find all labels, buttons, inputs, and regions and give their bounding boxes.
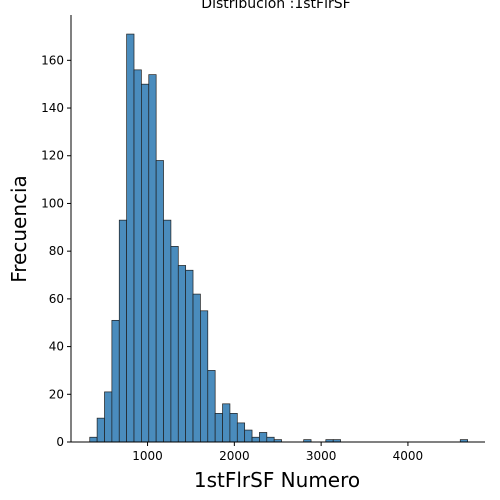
axes-group (70, 15, 485, 443)
histogram-bar (89, 436, 98, 443)
histogram-bar (96, 417, 105, 443)
histogram-bar (236, 422, 246, 443)
chart-title: Distribución :1stFlrSF (201, 0, 350, 12)
histogram-bar (251, 436, 260, 443)
y-tick-label: 20 (49, 387, 64, 401)
x-tick-label: 4000 (393, 449, 424, 463)
histogram-bar (104, 391, 113, 443)
y-tick-label: 120 (41, 149, 64, 163)
histogram-bar (229, 413, 238, 443)
y-tick-label: 80 (49, 244, 64, 258)
y-tick-label: 100 (41, 196, 64, 210)
y-tick-label: 40 (49, 340, 64, 354)
x-axis-title: 1stFlrSF Numero (194, 468, 360, 492)
histogram-bar (118, 219, 127, 443)
x-tick-label: 2000 (219, 449, 250, 463)
x-tick-label: 1000 (132, 449, 163, 463)
x-tick-label: 3000 (306, 449, 337, 463)
histogram-bar (222, 403, 231, 443)
x-ticks-group: 1000 2000 3000 4000 (132, 442, 423, 463)
y-axis-title: Frecuencia (7, 175, 31, 283)
histogram-bar (111, 319, 120, 443)
histogram-bar (177, 265, 187, 443)
histogram-bar (207, 370, 216, 443)
y-tick-label: 0 (56, 435, 64, 449)
y-tick-label: 140 (41, 101, 64, 115)
histogram-bar (170, 246, 179, 443)
y-tick-label: 60 (49, 292, 64, 306)
y-ticks-group: 0 20 40 60 80 100 120 140 160 (41, 53, 71, 449)
histogram-bar (266, 436, 275, 443)
histogram-bar (200, 310, 209, 443)
histogram-bar (141, 83, 150, 443)
histogram-bar (126, 33, 135, 443)
histogram-bar (163, 219, 172, 443)
histogram-bar (148, 74, 157, 443)
histogram-bar (133, 69, 142, 443)
histogram-bar (192, 293, 201, 443)
bars-group (89, 33, 468, 443)
histogram-bar (244, 429, 253, 443)
y-tick-label: 160 (41, 53, 64, 67)
histogram-bar (155, 160, 164, 443)
histogram-bar (185, 269, 194, 443)
histogram-bar (259, 432, 268, 443)
histogram-bar (214, 413, 223, 443)
